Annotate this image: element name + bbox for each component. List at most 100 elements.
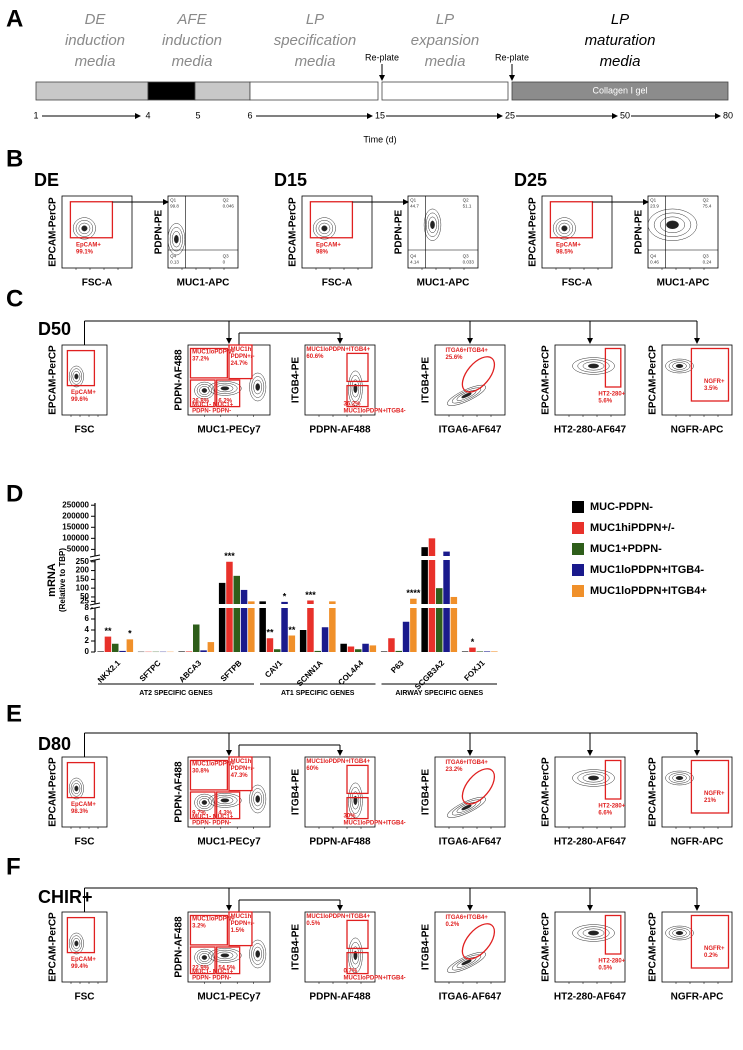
contour: [572, 924, 615, 942]
plot-frame: [541, 195, 613, 269]
y-axis-label: ITGB4-PE: [421, 357, 432, 403]
contour: [68, 777, 84, 800]
gate: [346, 951, 369, 975]
contour: [249, 939, 267, 969]
legend-label: MUC1loPDPN+ITGB4+: [590, 585, 707, 597]
x-axis-label: FSC: [75, 837, 95, 848]
contour: [665, 358, 694, 374]
stage-label: DE: [85, 11, 107, 28]
x-axis-label: MUC1-APC: [177, 278, 230, 289]
quadrant-name: Q3: [463, 254, 470, 259]
quadrant-name: Q4: [650, 254, 657, 259]
day-label: 80: [723, 110, 733, 120]
gate-label: 25.6%: [446, 355, 464, 361]
contour: [668, 360, 691, 372]
gate-note: PDPN- PDPN-: [192, 975, 231, 981]
legend-label: MUC1loPDPN+ITGB4-: [590, 564, 704, 576]
bar: [461, 651, 469, 652]
contour: [169, 227, 183, 252]
gate-note: MUC1- MUC1+: [192, 402, 234, 408]
y-axis-label: EPCAM-PerCP: [648, 345, 659, 415]
bar: [355, 649, 362, 652]
y-tick-label: 100: [76, 583, 90, 592]
bar: [104, 636, 112, 652]
gate-note: MUC1- MUC1+: [192, 814, 234, 820]
plot-frame: [554, 911, 626, 983]
contour: [555, 220, 574, 237]
gate-label: EpCAM+: [71, 957, 96, 963]
x-tick-label: CAV1: [263, 658, 284, 679]
contour: [423, 208, 442, 241]
bar: [248, 601, 255, 652]
plot-frame: [661, 911, 733, 983]
stage-label: media: [75, 53, 116, 70]
contour: [208, 793, 242, 808]
row-title: D80: [38, 734, 71, 754]
contour: [572, 769, 615, 787]
contour: [72, 783, 81, 794]
gate-label: 98.5%: [556, 250, 574, 256]
bar: [119, 650, 126, 652]
significance-label: ***: [224, 551, 235, 561]
plot-frame: [61, 344, 108, 416]
legend-swatch: [572, 522, 584, 534]
gate-label: 47.3%: [231, 773, 249, 779]
panel-label: F: [6, 853, 21, 880]
y-axis-label: EPCAM-PerCP: [541, 345, 552, 415]
contour: [196, 383, 213, 398]
y-tick-label: 200000: [62, 511, 89, 520]
contour: [582, 928, 605, 938]
plot-frame: [61, 756, 108, 828]
gate: [461, 356, 496, 393]
bar: [112, 643, 119, 652]
quadrant-name: Q1: [410, 198, 417, 203]
gate-label: 3.2%: [192, 924, 206, 930]
bar: [218, 582, 226, 652]
contour: [451, 387, 482, 404]
plot-frame: [434, 756, 506, 828]
y-tick-label: 50: [80, 592, 89, 601]
gate-label: 36.2%: [344, 401, 362, 407]
bar: [483, 651, 491, 652]
gate-label: 99.4%: [71, 964, 89, 970]
contour: [212, 794, 238, 806]
stage-label: induction: [65, 32, 125, 49]
gate-label: 21%: [704, 798, 717, 804]
contour: [78, 222, 91, 235]
gate-label: MUC1loPDPN+ITGB4-: [344, 820, 406, 826]
group-label: AIRWAY SPECIFIC GENES: [395, 690, 483, 697]
y-axis-label: PDPN-AF488: [174, 349, 185, 411]
y-tick-label: 8: [85, 603, 90, 612]
gate: [461, 923, 496, 960]
contour: [75, 220, 94, 237]
panel-label: C: [6, 285, 23, 312]
plot-frame: [407, 195, 479, 269]
gate: [189, 791, 216, 820]
contour: [253, 946, 263, 962]
contour: [255, 950, 261, 958]
group-label: AT2 SPECIFIC GENES: [139, 690, 213, 697]
x-axis-label: FSC-A: [562, 278, 593, 289]
x-tick-label: COL4A4: [336, 658, 365, 687]
contour: [201, 955, 208, 960]
plot-frame: [304, 911, 376, 983]
gate: [189, 347, 229, 379]
quadrant-value: 4.14: [410, 260, 419, 265]
contour: [451, 799, 482, 816]
gate: [189, 759, 229, 791]
significance-label: *: [471, 637, 475, 647]
contour: [349, 787, 361, 814]
contour: [461, 804, 472, 811]
contour: [348, 370, 363, 407]
y-tick-label: 200: [76, 566, 90, 575]
gate-label: 4.3%: [218, 811, 232, 817]
gate: [189, 914, 229, 946]
gate-label: 54.5%: [218, 966, 236, 972]
gate-label: HT2-280+: [598, 392, 625, 398]
gate: [66, 761, 96, 799]
bar: [410, 598, 417, 652]
contour: [72, 217, 96, 240]
gate: [216, 379, 241, 408]
gate: [346, 796, 369, 820]
gate-label: ITGA6+ITGB4+: [446, 915, 489, 921]
